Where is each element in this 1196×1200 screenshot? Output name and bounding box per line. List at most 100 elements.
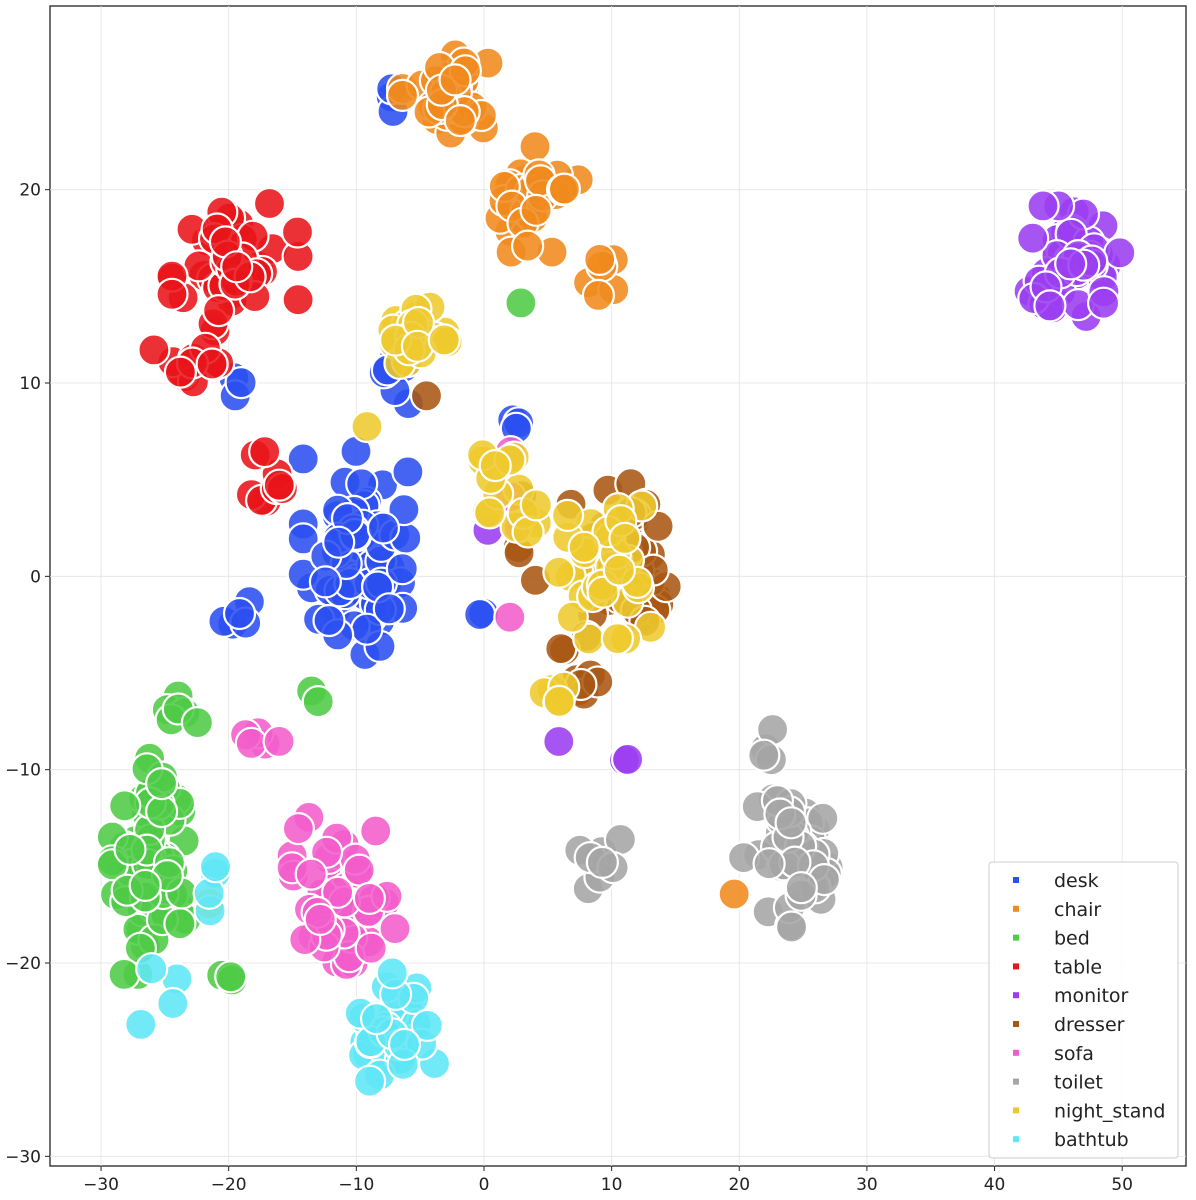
point-night_stand bbox=[542, 684, 576, 718]
point-sofa bbox=[493, 600, 527, 634]
point-bathtub bbox=[375, 956, 409, 990]
legend-marker-table bbox=[1013, 963, 1019, 970]
point-sofa bbox=[354, 931, 388, 965]
series-table bbox=[137, 186, 315, 518]
point-sofa bbox=[352, 881, 386, 916]
point-night_stand bbox=[602, 553, 636, 587]
point-desk bbox=[322, 525, 356, 559]
point-table bbox=[220, 250, 254, 284]
point-monitor bbox=[1026, 189, 1060, 223]
point-night_stand bbox=[550, 498, 585, 533]
point-bathtub bbox=[198, 850, 233, 884]
y-tick-label: −30 bbox=[5, 1147, 41, 1167]
point-chair bbox=[518, 130, 552, 164]
point-bed bbox=[128, 868, 162, 903]
point-toilet bbox=[585, 845, 620, 880]
series-toilet bbox=[563, 712, 845, 944]
point-bed bbox=[108, 789, 142, 823]
legend-label-sofa: sofa bbox=[1054, 1043, 1094, 1065]
point-chair bbox=[583, 242, 617, 276]
legend-label-chair: chair bbox=[1054, 899, 1101, 921]
x-tick-label: 30 bbox=[856, 1175, 878, 1195]
legend-label-toilet: toilet bbox=[1054, 1072, 1103, 1094]
point-sofa bbox=[262, 724, 296, 759]
x-tick-label: 0 bbox=[479, 1175, 490, 1195]
y-tick-label: 20 bbox=[19, 181, 41, 201]
point-bed bbox=[180, 705, 214, 740]
point-chair bbox=[510, 229, 545, 263]
point-table bbox=[281, 283, 315, 317]
legend-box bbox=[988, 861, 1179, 1159]
point-desk bbox=[366, 511, 400, 545]
point-night_stand bbox=[600, 621, 635, 656]
point-bathtub bbox=[156, 986, 190, 1021]
point-sofa bbox=[281, 811, 315, 846]
point-bed bbox=[145, 766, 179, 801]
legend-marker-bed bbox=[1013, 934, 1019, 941]
point-toilet bbox=[752, 847, 786, 881]
point-bathtub bbox=[359, 1002, 394, 1036]
x-tick-label: −20 bbox=[211, 1175, 247, 1195]
point-bed bbox=[301, 684, 335, 719]
point-chair bbox=[547, 172, 582, 206]
y-tick-label: −20 bbox=[5, 954, 41, 974]
point-desk bbox=[286, 522, 320, 556]
point-bed bbox=[504, 286, 538, 320]
point-table bbox=[195, 347, 229, 381]
point-sofa bbox=[321, 875, 355, 909]
point-monitor bbox=[610, 742, 645, 777]
point-toilet bbox=[806, 801, 840, 835]
point-bathtub bbox=[387, 1027, 422, 1062]
point-desk bbox=[312, 603, 346, 638]
legend-marker-sofa bbox=[1013, 1049, 1019, 1056]
point-monitor bbox=[1054, 247, 1088, 281]
legend-marker-desk bbox=[1013, 877, 1019, 883]
series-sofa bbox=[229, 435, 536, 982]
point-sofa bbox=[359, 814, 393, 848]
point-desk bbox=[463, 597, 497, 632]
point-table bbox=[202, 294, 236, 328]
point-chair bbox=[519, 193, 553, 227]
point-night_stand bbox=[478, 449, 512, 483]
point-bed bbox=[107, 957, 141, 992]
point-monitor bbox=[1086, 286, 1121, 320]
point-night_stand bbox=[400, 329, 434, 363]
point-bathtub bbox=[353, 1064, 387, 1098]
point-sofa bbox=[342, 853, 376, 887]
y-tick-label: 10 bbox=[19, 374, 41, 394]
legend-label-desk: desk bbox=[1054, 870, 1099, 892]
point-bathtub bbox=[410, 1008, 444, 1043]
point-bed bbox=[145, 794, 179, 829]
point-table bbox=[262, 468, 296, 502]
legend-marker-toilet bbox=[1013, 1078, 1019, 1085]
point-night_stand bbox=[427, 323, 461, 357]
point-night_stand bbox=[586, 575, 620, 609]
point-table bbox=[248, 435, 282, 469]
point-chair bbox=[581, 278, 616, 312]
x-tick-label: 10 bbox=[601, 1175, 623, 1195]
series-bed bbox=[95, 286, 538, 997]
point-night_stand bbox=[350, 409, 384, 444]
point-night_stand bbox=[567, 530, 601, 564]
x-tick-label: 40 bbox=[984, 1175, 1006, 1195]
legend-label-monitor: monitor bbox=[1054, 985, 1129, 1007]
point-desk bbox=[308, 565, 342, 599]
point-monitor bbox=[1103, 236, 1137, 270]
point-sofa bbox=[303, 902, 337, 937]
legend-marker-bathtub bbox=[1013, 1136, 1019, 1143]
legend-marker-dresser bbox=[1013, 1021, 1019, 1027]
point-toilet bbox=[747, 738, 781, 772]
point-bed bbox=[113, 832, 147, 867]
legend-label-dresser: dresser bbox=[1054, 1014, 1125, 1036]
series-bathtub bbox=[124, 850, 452, 1098]
point-desk bbox=[222, 596, 257, 631]
point-table bbox=[163, 355, 197, 389]
legend-label-bed: bed bbox=[1054, 928, 1090, 950]
x-tick-label: −30 bbox=[83, 1175, 119, 1195]
point-night_stand bbox=[542, 555, 576, 589]
legend-label-bathtub: bathtub bbox=[1054, 1129, 1129, 1151]
point-chair bbox=[443, 103, 477, 138]
point-dresser bbox=[409, 379, 444, 413]
point-dresser bbox=[544, 631, 578, 666]
